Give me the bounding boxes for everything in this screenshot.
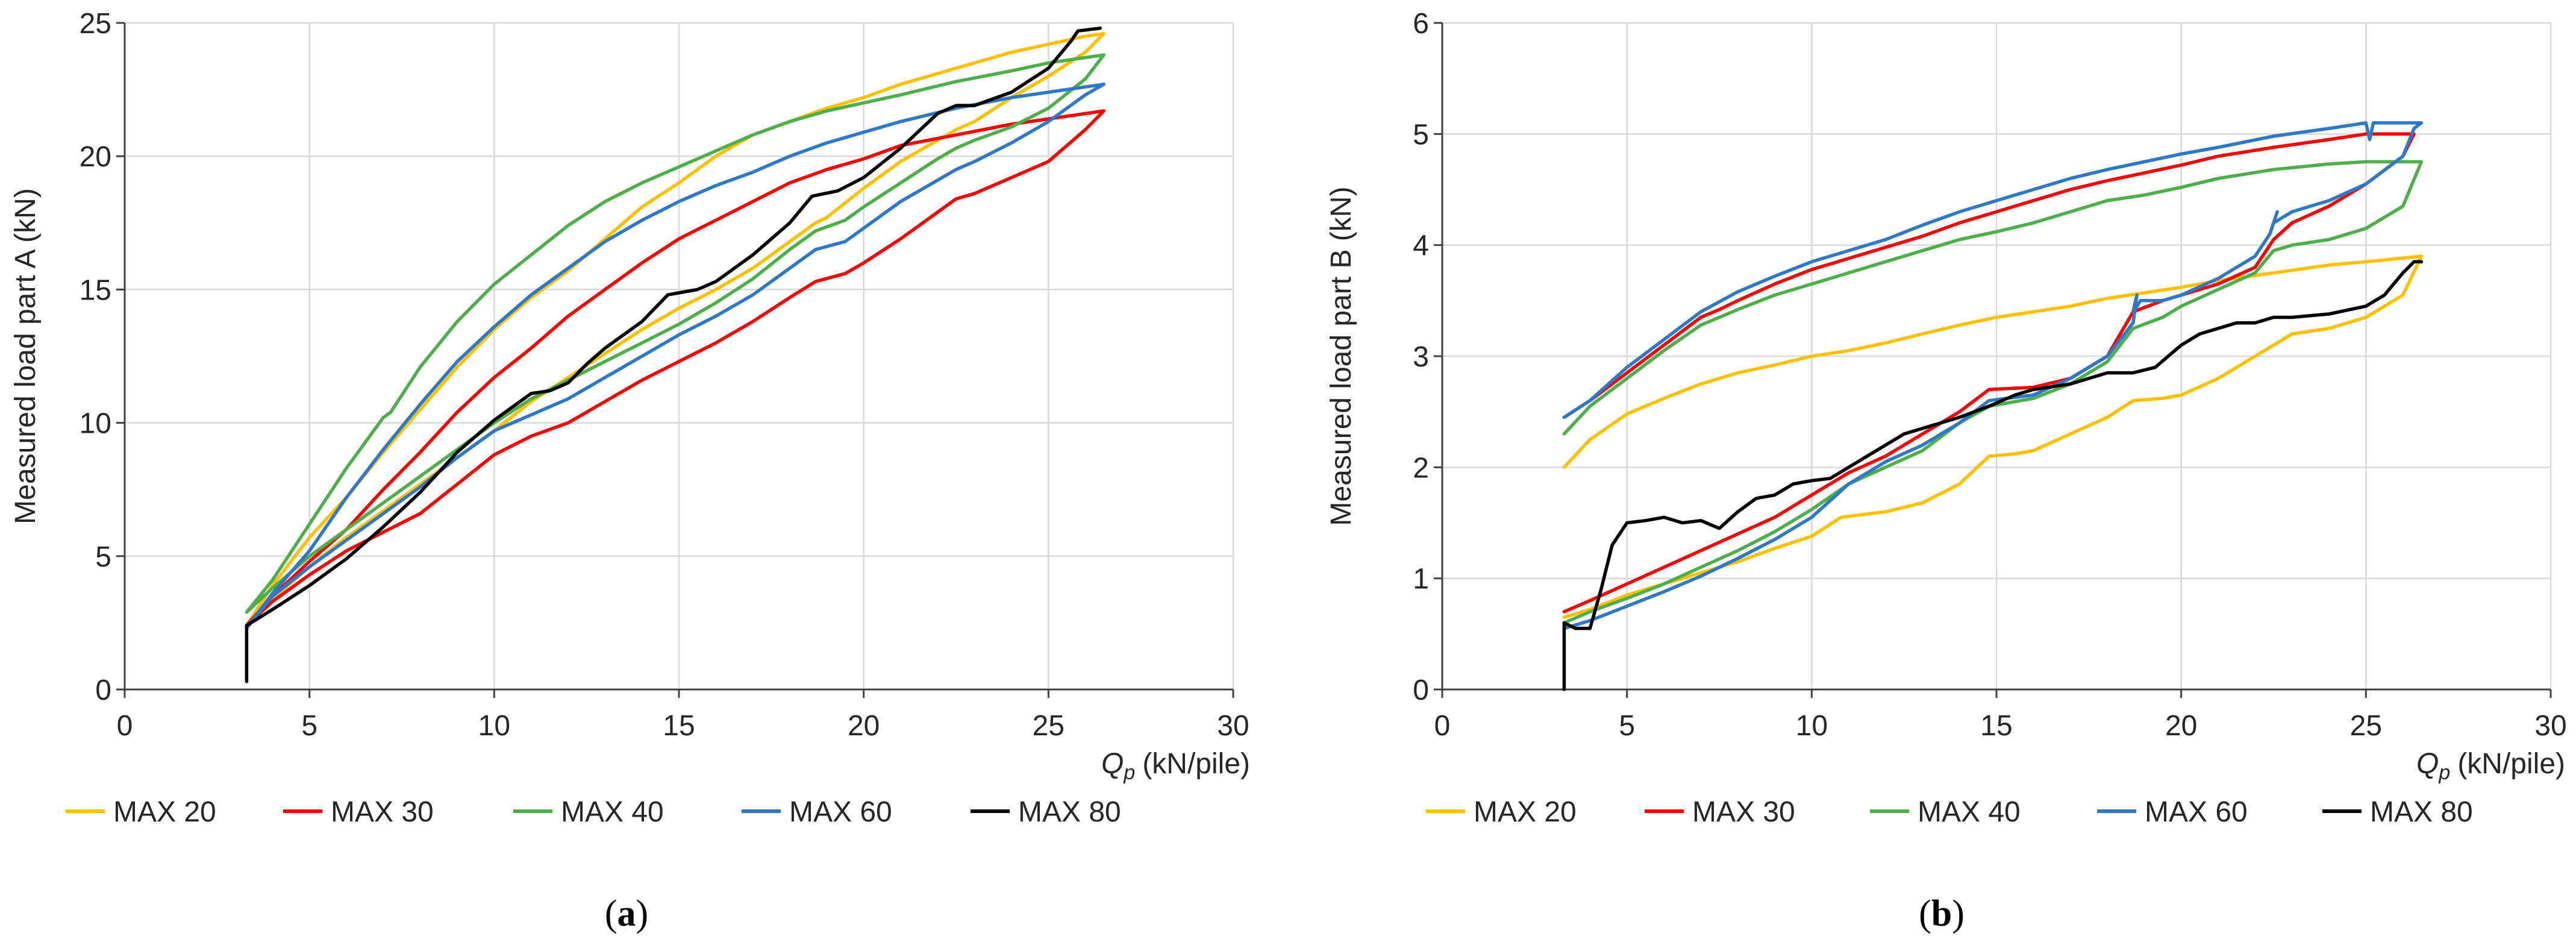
legend-label: MAX 80 [1018,796,1121,828]
x-tick-label: 30 [1217,710,1249,742]
x-tick-label: 0 [1434,710,1451,742]
legend-item-max-60: MAX 60 [742,796,892,828]
x-axis-label-unit: (kN/pile) [2457,748,2565,780]
axes [116,22,1234,698]
y-tick-label: 15 [80,274,111,306]
x-tick-label: 20 [848,710,880,742]
legend-item-max-80: MAX 80 [971,796,1121,828]
y-tick-label: 1 [1413,564,1429,595]
x-axis-label-subscript: p [1123,761,1135,784]
series-line-max-60 [245,83,1106,630]
y-tick-label: 6 [1413,8,1429,40]
x-tick-label: 15 [663,710,695,742]
x-axis-label-symbol: Q [1101,748,1124,780]
y-tick-label: 3 [1413,341,1429,373]
y-tick-label: 5 [1413,119,1429,151]
panel-label-letter: b [1931,893,1952,934]
y-tick-label: 4 [1413,230,1429,262]
panel-label-letter: a [617,893,636,934]
x-axis-label: Qp (kN/pile) [2416,748,2565,784]
series-line-max-60 [1562,121,2424,630]
series-line-max-30 [245,109,1106,627]
legend-item-max-60: MAX 60 [2097,796,2248,828]
x-axis-label-subscript: p [2438,761,2450,784]
series-lines [245,27,1106,683]
legend-item-max-80: MAX 80 [2322,796,2473,828]
tick-labels: 0 1 2 3 4 5 6 0 5 10 15 20 25 30 [1413,8,2566,742]
series-line-max-80 [245,27,1102,683]
y-tick-label: 20 [80,141,111,173]
panel-label: (a) [605,893,648,934]
y-axis-label: Measured load part B (kN) [1325,187,1357,526]
y-tick-label: 2 [1413,452,1429,484]
legend: MAX 20 MAX 30 MAX 40 MAX 60 MAX 80 [1426,796,2473,828]
x-tick-label: 10 [1796,710,1828,742]
legend-label: MAX 40 [561,796,664,828]
x-tick-label: 0 [117,710,133,742]
x-axis-label-symbol: Q [2416,748,2439,780]
legend-item-max-30: MAX 30 [283,796,434,828]
series-line-max-40 [245,53,1106,614]
x-tick-label: 10 [478,710,510,742]
x-tick-label: 5 [1619,710,1635,742]
tick-labels: 0 5 10 15 20 25 0 5 10 15 20 25 30 [80,8,1249,742]
panel-label-close: ) [1952,893,1965,934]
panel-label-close: ) [636,893,649,934]
y-tick-label: 10 [80,408,111,440]
y-tick-label: 5 [95,541,111,573]
panel-label-open: ( [605,893,617,934]
chart-panel-b: 0 1 2 3 4 5 6 0 5 10 15 20 25 30 Measured load part B… [1325,8,2567,934]
y-axis-label: Measured load part A (kN) [10,188,42,524]
chart-panel-a: 0 5 10 15 20 25 0 5 10 15 20 25 30 Measured load par… [10,8,1250,934]
legend-item-max-20: MAX 20 [1426,796,1577,828]
x-tick-label: 25 [2350,710,2382,742]
legend-label: MAX 60 [789,796,892,828]
axes [1434,22,2552,698]
gridlines [1442,22,2552,689]
panel-label-open: ( [1919,893,1931,934]
x-axis-label: Qp (kN/pile) [1101,748,1250,784]
x-tick-label: 20 [2165,710,2197,742]
series-line-max-20 [1562,254,2424,619]
legend-label: MAX 20 [1474,796,1577,828]
legend-label: MAX 30 [1692,796,1795,828]
gridlines [125,22,1234,689]
y-tick-label: 0 [95,674,111,706]
x-tick-label: 5 [301,710,317,742]
legend-label: MAX 80 [2370,796,2473,828]
series-line-max-80 [1562,260,2424,691]
legend-label: MAX 40 [1918,796,2021,828]
legend-item-max-40: MAX 40 [1870,796,2021,828]
legend: MAX 20 MAX 30 MAX 40 MAX 60 MAX 80 [66,796,1121,828]
legend-label: MAX 30 [331,796,434,828]
legend-label: MAX 20 [113,796,216,828]
y-tick-label: 0 [1413,674,1429,706]
legend-item-max-40: MAX 40 [513,796,664,828]
x-tick-label: 25 [1033,710,1064,742]
x-tick-label: 30 [2534,710,2566,742]
panel-label: (b) [1919,893,1965,934]
x-tick-label: 15 [1980,710,2012,742]
x-axis-label-unit: (kN/pile) [1142,748,1250,780]
y-tick-label: 25 [80,8,111,40]
legend-item-max-30: MAX 30 [1645,796,1795,828]
series-lines [1562,121,2424,691]
legend-item-max-20: MAX 20 [66,796,216,828]
legend-label: MAX 60 [2145,796,2248,828]
